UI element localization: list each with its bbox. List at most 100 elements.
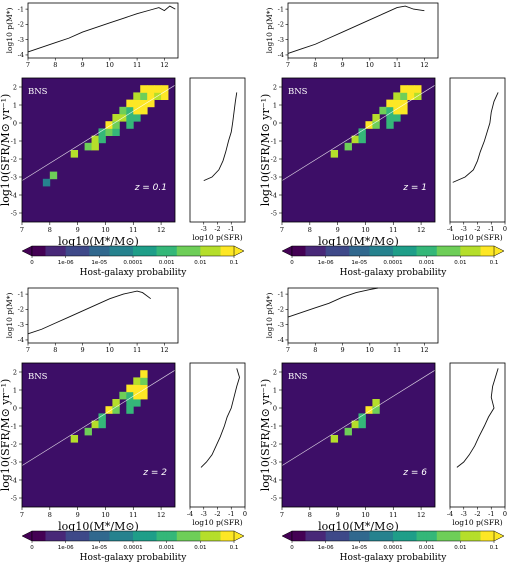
colorbar-segment (382, 531, 387, 541)
colorbar-segment (322, 246, 327, 256)
colorbar-segment (315, 531, 320, 541)
colorbar-segment (359, 246, 364, 256)
colorbar-segment (62, 531, 67, 541)
colorbar-segment (305, 531, 310, 541)
colorbar-segment (416, 246, 421, 256)
colorbar-segment (223, 531, 228, 541)
heatmap-background (282, 78, 435, 222)
heatmap-cell (407, 92, 415, 100)
side-x-tick-label: -1 (488, 225, 494, 233)
y-tick-label: -2 (271, 440, 277, 448)
colorbar-segment (180, 531, 184, 541)
side-marginal-frame (449, 362, 506, 508)
heatmap-cell (133, 399, 141, 407)
colorbar-label: Host-galaxy probability (80, 268, 188, 278)
side-marginal-label: log10 p(SFR) (192, 233, 242, 242)
colorbar-segment (210, 246, 215, 256)
heatmap-cell (112, 128, 120, 136)
colorbar-segment (38, 531, 43, 541)
colorbar-tick-label: 0.001 (419, 260, 435, 266)
top-x-tick-label: 9 (340, 346, 344, 354)
side-x-tick-label: -2 (214, 225, 220, 233)
colorbar-segment (406, 531, 411, 541)
x-tick-label: 7 (20, 226, 24, 234)
colorbar-segment (82, 531, 87, 541)
heatmap-cells (282, 78, 435, 222)
side-x-tick-label: -1 (488, 510, 494, 518)
y-tick-label: 1 (273, 386, 277, 394)
top-y-tick-label: -1 (18, 290, 24, 298)
x-tick-label: 12 (417, 511, 425, 519)
colorbar-segment (298, 531, 303, 541)
y-tick-label: -4 (271, 476, 277, 484)
colorbar-tick-label: 0.1 (490, 260, 499, 266)
colorbar-segment (335, 246, 340, 256)
colorbar-segment (95, 531, 100, 541)
top-marginal-frame (27, 287, 179, 344)
side-marginal-line (203, 92, 238, 182)
colorbar-segment (227, 246, 232, 256)
top-x-tick-label: 8 (313, 61, 317, 69)
heatmap-cell (330, 435, 339, 443)
heatmap-cell (49, 171, 58, 180)
heatmap-cell (379, 106, 387, 115)
colorbar-segment (376, 246, 380, 256)
side-x-tick-label: -1 (228, 510, 234, 518)
heatmap-cell (105, 121, 113, 129)
heatmap-cell (414, 85, 422, 93)
x-tick-label: 12 (417, 226, 425, 234)
redshift-label: z = 2 (142, 468, 167, 478)
colorbar-segment (413, 531, 417, 541)
colorbar-segment (116, 246, 120, 256)
top-x-tick-label: 11 (393, 61, 401, 69)
top-marginal-label: log10 p(M*) (5, 8, 14, 54)
population-label: BNS (28, 372, 48, 382)
top-x-tick-label: 7 (26, 346, 30, 354)
colorbar-segment (217, 531, 221, 541)
x-tick-label: 8 (48, 226, 52, 234)
heatmap-cell (400, 106, 408, 115)
colorbar-segment (490, 246, 495, 256)
x-tick-label: 7 (280, 226, 284, 234)
y-tick-label: -3 (271, 458, 277, 466)
colorbar-segment (456, 246, 461, 256)
side-marginal-frame (189, 77, 246, 223)
heatmap-cell (140, 377, 148, 385)
top-y-tick-label: -3 (18, 321, 24, 329)
heatmap-cell (133, 391, 141, 400)
colorbar-segment (487, 246, 492, 256)
heatmap-cell (161, 92, 169, 100)
side-marginal-line (456, 368, 499, 468)
colorbar-segment (396, 246, 401, 256)
side-marginal-line (452, 92, 499, 183)
x-axis-label: log10(M*/M⊙) (318, 235, 399, 248)
colorbar-segment (355, 531, 360, 541)
colorbar-segment (406, 246, 411, 256)
top-x-tick-label: 9 (340, 61, 344, 69)
top-y-tick-label: -2 (18, 21, 24, 29)
colorbar-segment (302, 531, 306, 541)
y-tick-label: -3 (11, 458, 17, 466)
heatmap-cell (154, 85, 162, 93)
heatmap-cell (147, 99, 155, 108)
colorbar-segment (196, 246, 201, 256)
top-y-tick-label: -4 (278, 336, 284, 344)
colorbar-segment (85, 531, 90, 541)
top-x-tick-label: 12 (420, 346, 428, 354)
colorbar-segment (467, 531, 471, 541)
colorbar-tick-label: 0 (30, 260, 34, 266)
colorbar-segment (153, 531, 157, 541)
side-x-tick-label: -4 (447, 225, 453, 233)
colorbar-segment (433, 531, 438, 541)
heatmap-cell (126, 99, 134, 108)
colorbar-segment (102, 246, 107, 256)
heatmap-cell (98, 413, 106, 421)
colorbar-segment (308, 246, 313, 256)
y-tick-label: -1 (11, 422, 17, 430)
side-marginal-label: log10 p(SFR) (192, 518, 242, 527)
top-x-tick-label: 12 (160, 346, 168, 354)
colorbar-segment (92, 531, 97, 541)
top-y-tick-label: -3 (278, 321, 284, 329)
heatmap-cell (70, 150, 79, 158)
top-x-tick-label: 8 (53, 346, 57, 354)
